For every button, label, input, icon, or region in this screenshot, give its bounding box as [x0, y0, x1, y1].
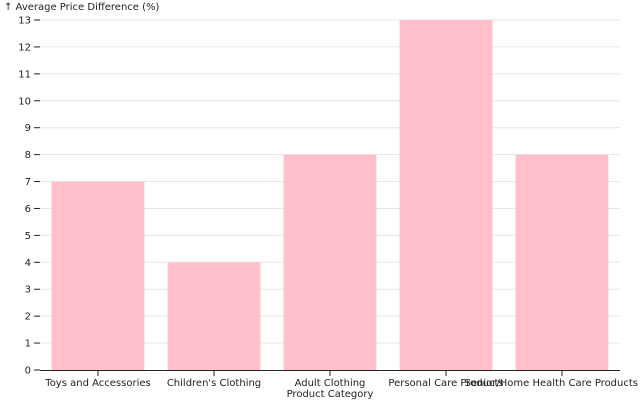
bar: [283, 154, 377, 370]
bar: [51, 181, 145, 370]
bar: [399, 20, 493, 370]
x-axis-title: Product Category: [287, 389, 374, 400]
y-tick-label: 9: [25, 123, 31, 134]
y-tick-label: 13: [18, 16, 31, 27]
y-tick-label: 7: [25, 177, 31, 188]
x-axis: Toys and Accessories Children's Clothing A…: [40, 370, 638, 389]
y-tick-label: 12: [18, 42, 31, 53]
y-tick-label: 5: [25, 231, 31, 242]
y-axis-title: ↑ Average Price Difference (%): [4, 2, 160, 13]
y-tick-label: 1: [25, 339, 31, 350]
y-tick-label: 0: [25, 366, 31, 377]
y-tick-label: 2: [25, 312, 31, 323]
x-tick-label: Children's Clothing: [167, 378, 261, 389]
x-tick-label: Toys and Accessories: [44, 378, 150, 389]
bars: [51, 20, 609, 370]
y-tick-label: 11: [18, 69, 31, 80]
x-tick-label: Personal Care Products: [388, 378, 503, 389]
y-tick-label: 8: [25, 150, 31, 161]
bar: [167, 262, 261, 370]
y-tick-label: 3: [25, 285, 31, 296]
y-tick-label: 6: [25, 204, 31, 215]
y-tick-label: 10: [18, 96, 31, 107]
y-tick-label: 4: [25, 258, 31, 269]
x-tick-label: Senior/Home Health Care Products: [465, 378, 638, 389]
x-tick-label: Adult Clothing: [295, 378, 366, 389]
bar: [515, 154, 609, 370]
